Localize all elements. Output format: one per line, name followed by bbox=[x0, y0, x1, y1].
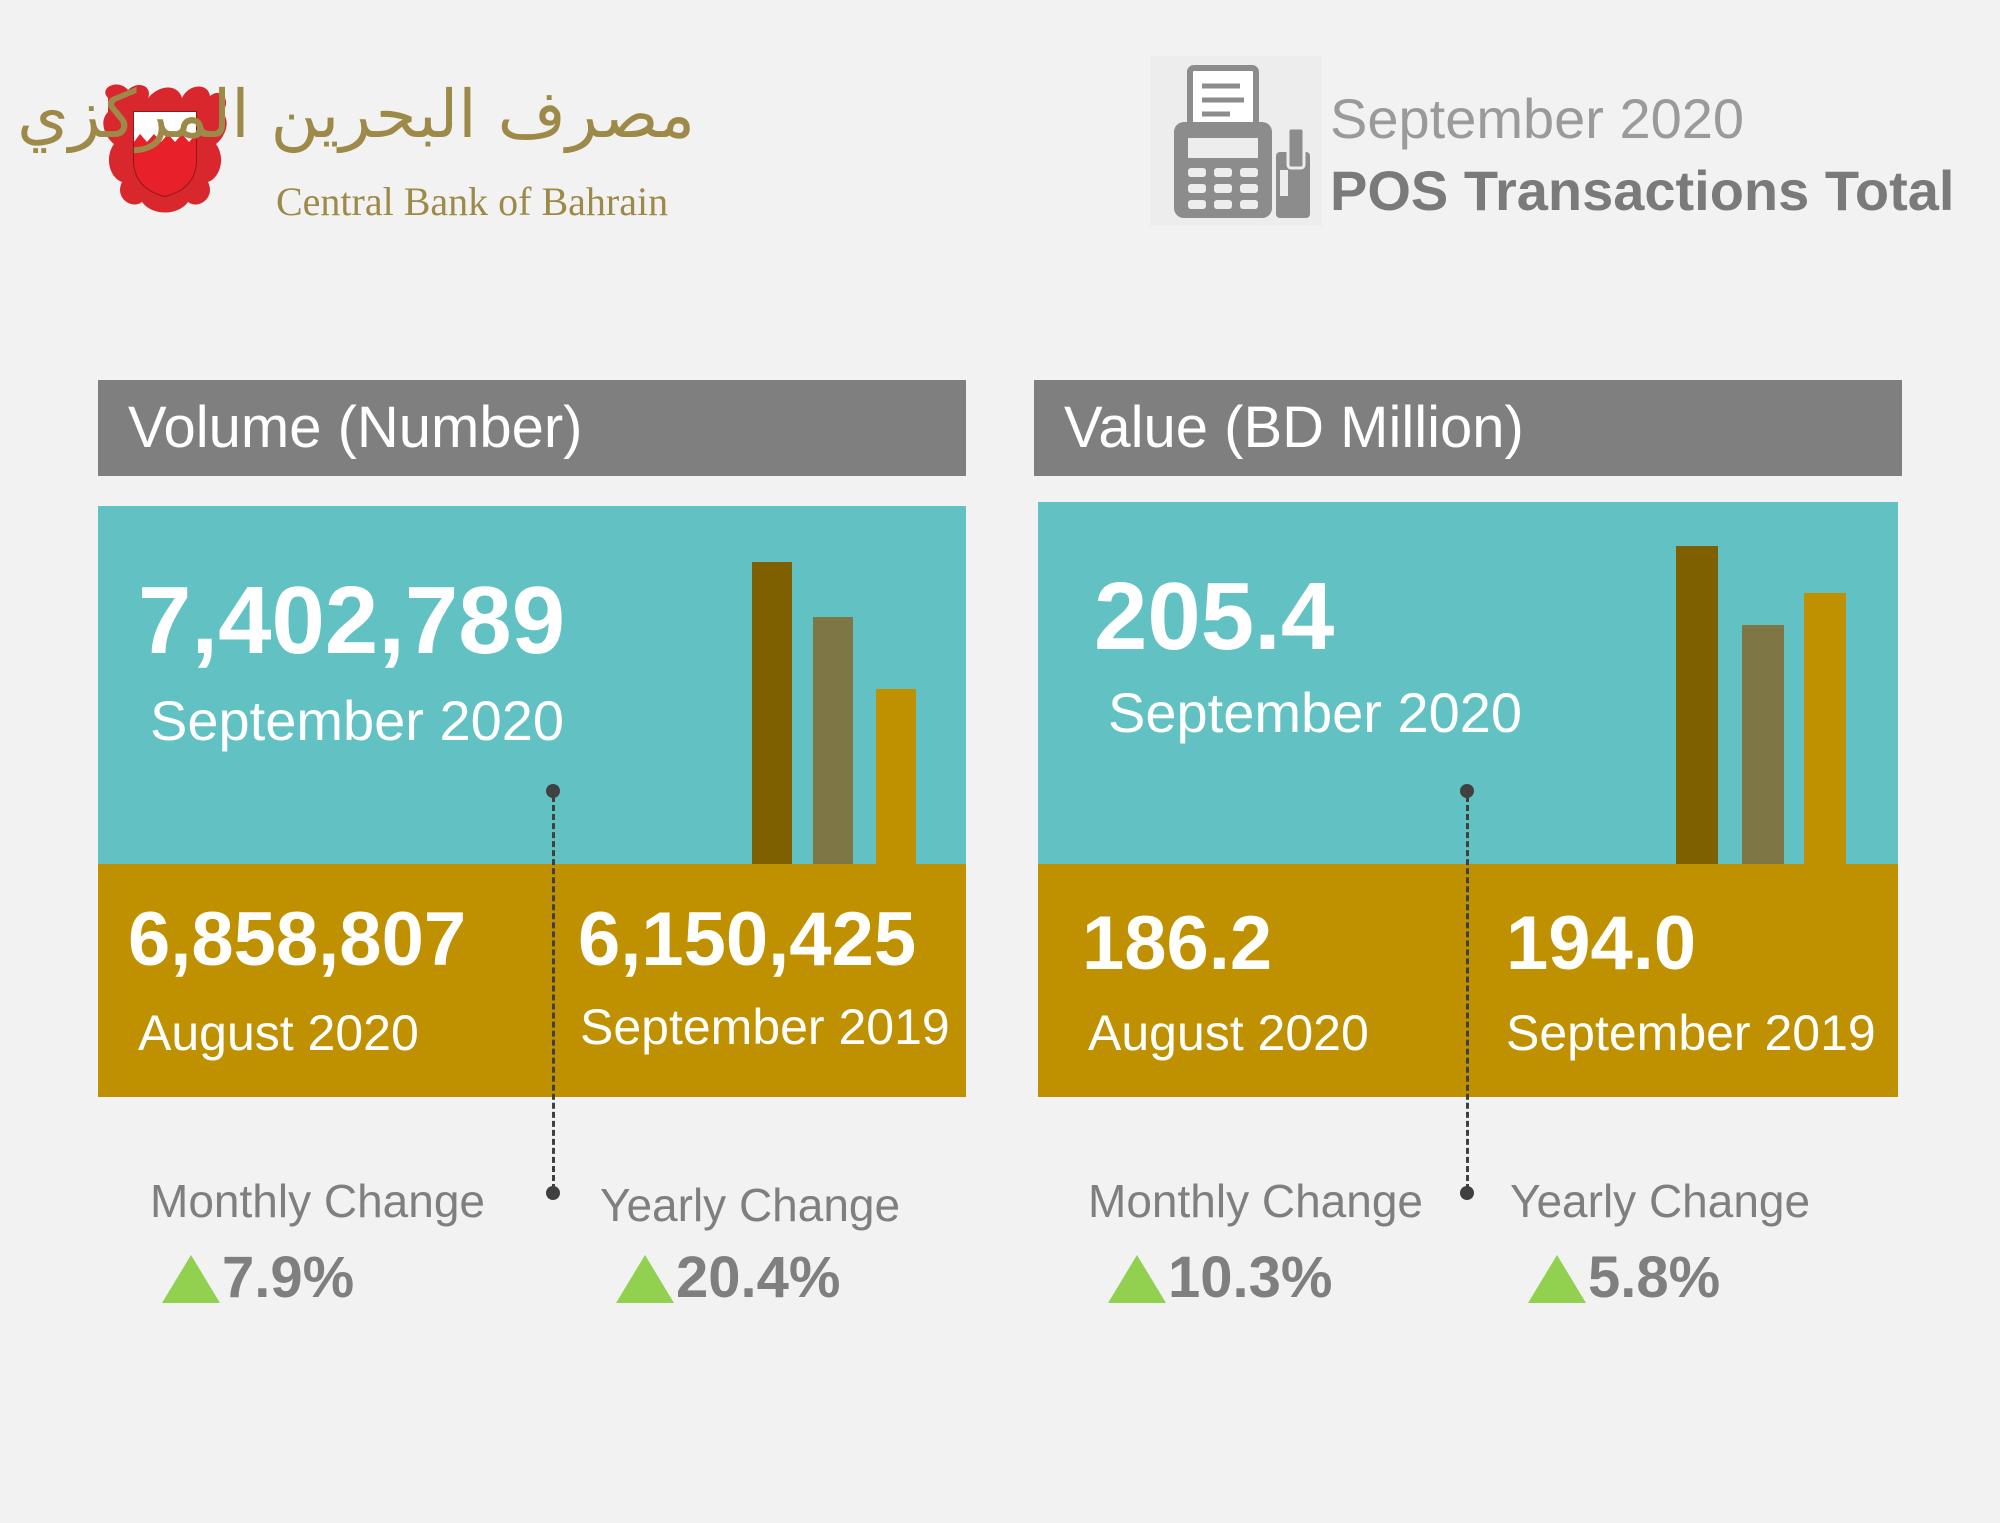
value-prev-month-value: 186.2 bbox=[1082, 901, 1273, 986]
value-bar-prev-month bbox=[1742, 625, 1784, 864]
up-arrow-icon bbox=[1528, 1255, 1586, 1303]
volume-monthly-change: 7.9% bbox=[162, 1244, 354, 1311]
volume-prev-month-label: August 2020 bbox=[138, 1005, 419, 1061]
volume-bar-prev-month bbox=[813, 617, 853, 864]
value-yearly-change: 5.8% bbox=[1528, 1244, 1720, 1311]
volume-current-value: 7,402,789 bbox=[138, 567, 566, 674]
up-arrow-icon bbox=[1108, 1255, 1166, 1303]
value-connector-line bbox=[1466, 796, 1469, 1190]
bahrain-emblem-icon bbox=[98, 78, 232, 216]
value-connector-dot-top bbox=[1460, 784, 1474, 798]
volume-current-label: September 2020 bbox=[150, 689, 565, 752]
value-monthly-change-label: Monthly Change bbox=[1088, 1175, 1423, 1227]
value-yearly-change-label: Yearly Change bbox=[1510, 1175, 1811, 1227]
value-bar-prev-year bbox=[1804, 593, 1846, 864]
value-bar-current bbox=[1676, 546, 1718, 864]
value-current-label: September 2020 bbox=[1108, 681, 1523, 744]
value-panel-title: Value (BD Million) bbox=[1034, 380, 1902, 476]
logo-arabic-text: مصرف البحرين المركزي bbox=[17, 76, 695, 153]
value-prev-year-value: 194.0 bbox=[1506, 901, 1697, 986]
volume-comparison-card bbox=[98, 864, 966, 1097]
volume-prev-year-value: 6,150,425 bbox=[578, 897, 917, 982]
value-yearly-change-value: 5.8% bbox=[1588, 1245, 1721, 1310]
logo-english-text: Central Bank of Bahrain bbox=[276, 179, 669, 224]
up-arrow-icon bbox=[616, 1255, 674, 1303]
pos-terminal-icon bbox=[1150, 56, 1322, 226]
volume-yearly-change: 20.4% bbox=[616, 1244, 840, 1311]
value-prev-month-label: August 2020 bbox=[1088, 1005, 1369, 1061]
volume-yearly-change-label: Yearly Change bbox=[600, 1179, 901, 1231]
volume-prev-year-label: September 2019 bbox=[580, 999, 950, 1055]
volume-yearly-change-value: 20.4% bbox=[676, 1245, 841, 1310]
header-title: POS Transactions Total bbox=[1330, 159, 1955, 222]
value-monthly-change-value: 10.3% bbox=[1168, 1245, 1333, 1310]
volume-connector-line bbox=[552, 796, 555, 1190]
volume-panel-title: Volume (Number) bbox=[98, 380, 966, 476]
volume-bar-prev-year bbox=[876, 689, 916, 864]
volume-prev-month-value: 6,858,807 bbox=[128, 897, 467, 982]
value-prev-year-label: September 2019 bbox=[1506, 1005, 1876, 1061]
value-monthly-change: 10.3% bbox=[1108, 1244, 1332, 1311]
volume-connector-dot-top bbox=[546, 784, 560, 798]
volume-bar-current bbox=[752, 562, 792, 864]
header-date: September 2020 bbox=[1330, 87, 1745, 150]
value-current-value: 205.4 bbox=[1094, 563, 1335, 670]
value-connector-dot-bottom bbox=[1460, 1186, 1474, 1200]
up-arrow-icon bbox=[162, 1255, 220, 1303]
volume-monthly-change-label: Monthly Change bbox=[150, 1175, 485, 1227]
volume-monthly-change-value: 7.9% bbox=[222, 1245, 355, 1310]
volume-connector-dot-bottom bbox=[546, 1186, 560, 1200]
